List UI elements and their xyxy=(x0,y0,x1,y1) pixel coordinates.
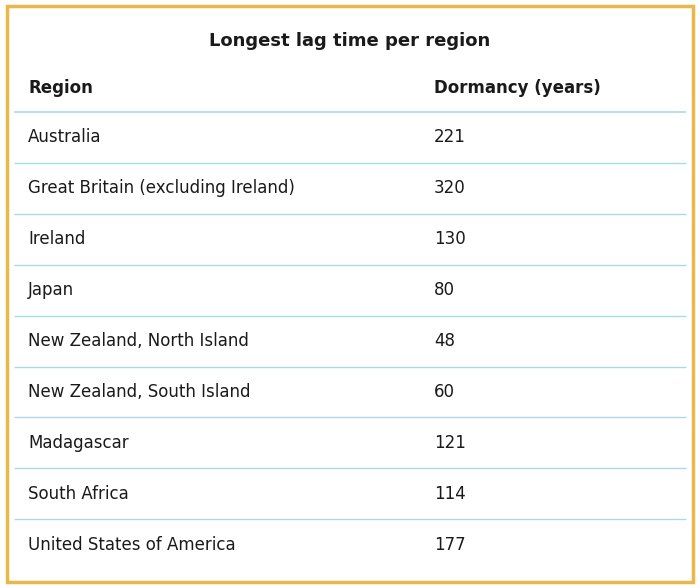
Text: 320: 320 xyxy=(434,179,466,197)
Text: 121: 121 xyxy=(434,434,466,452)
Text: Madagascar: Madagascar xyxy=(28,434,129,452)
Text: United States of America: United States of America xyxy=(28,536,236,554)
Text: Australia: Australia xyxy=(28,128,101,146)
Text: Great Britain (excluding Ireland): Great Britain (excluding Ireland) xyxy=(28,179,295,197)
Text: South Africa: South Africa xyxy=(28,485,129,503)
Text: 114: 114 xyxy=(434,485,466,503)
Text: New Zealand, North Island: New Zealand, North Island xyxy=(28,332,249,350)
FancyBboxPatch shape xyxy=(7,6,693,582)
Text: Dormancy (years): Dormancy (years) xyxy=(434,79,601,97)
Text: Ireland: Ireland xyxy=(28,230,85,248)
Text: 48: 48 xyxy=(434,332,455,350)
Text: 177: 177 xyxy=(434,536,466,554)
Text: Region: Region xyxy=(28,79,93,97)
Text: 130: 130 xyxy=(434,230,466,248)
Text: 80: 80 xyxy=(434,281,455,299)
Text: 60: 60 xyxy=(434,383,455,401)
Text: Longest lag time per region: Longest lag time per region xyxy=(209,32,491,50)
Text: Japan: Japan xyxy=(28,281,74,299)
Text: 221: 221 xyxy=(434,128,466,146)
Text: New Zealand, South Island: New Zealand, South Island xyxy=(28,383,251,401)
